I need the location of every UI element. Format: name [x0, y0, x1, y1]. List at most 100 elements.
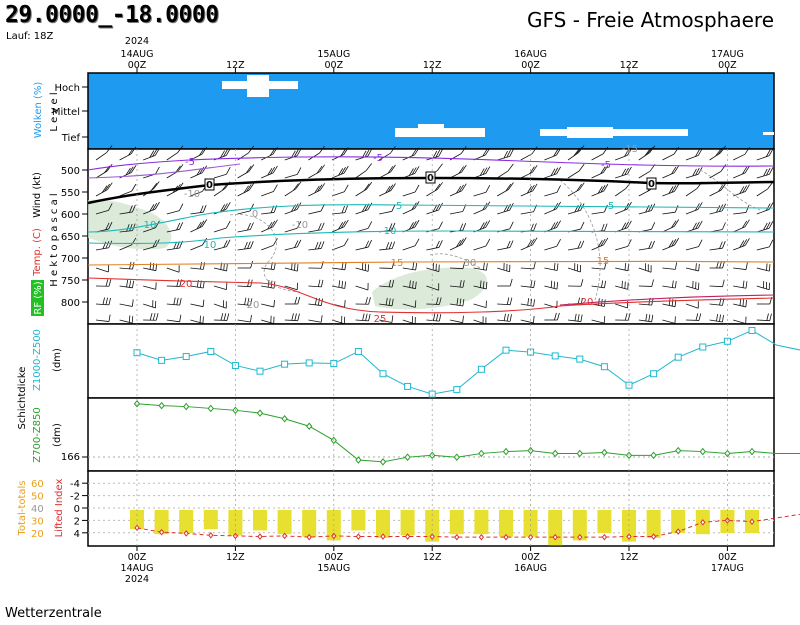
wind-barb [567, 240, 585, 251]
wind-barb [615, 239, 632, 251]
wind-barb [237, 260, 253, 269]
wind-barb [591, 146, 609, 161]
wind-barb [119, 223, 136, 233]
data-point [724, 449, 731, 458]
wind-barb [355, 262, 370, 272]
wind-barb [544, 147, 562, 161]
wind-barb [449, 237, 467, 251]
wind-barb [685, 301, 699, 309]
index-axis-ticks: -4 60 -2 50 0 40 2 30 4 20 [31, 479, 88, 540]
tt-bar [572, 510, 587, 541]
wind-barb [213, 262, 228, 272]
contour-label: 5 [608, 201, 614, 212]
wind-barb [213, 239, 231, 251]
contour-label: -15 [622, 144, 638, 155]
wind-barb [166, 222, 184, 233]
lower-series-label: Z700-Z850 [32, 407, 43, 462]
wind-barb [662, 316, 676, 324]
tt-tick-label: 50 [31, 492, 44, 503]
wind-barb [709, 314, 724, 323]
contour-label: 15 [391, 258, 404, 269]
wind-barb [190, 146, 208, 161]
wind-barb [95, 182, 113, 197]
wind-barb [426, 297, 442, 305]
tt-tick-label: 60 [31, 479, 44, 490]
wind-barb [473, 262, 488, 271]
data-point [281, 360, 289, 368]
data-point [183, 402, 190, 411]
wind-barb [733, 147, 750, 161]
wind-barb [237, 314, 252, 323]
wind-barb [379, 297, 394, 307]
wind-barb [143, 313, 159, 321]
data-point [453, 453, 460, 461]
svg-text:0: 0 [427, 173, 434, 184]
pressure-tick-label: 550 [61, 188, 80, 199]
pressure-axis: 500 550 600 650 700 750 800 [61, 166, 88, 309]
wind-barb [237, 145, 255, 161]
li-point [355, 533, 362, 540]
data-point [404, 453, 411, 461]
wind-barb [190, 219, 208, 233]
wind-barb [685, 148, 703, 161]
wind-barb [284, 313, 300, 322]
wind-barb [591, 237, 609, 251]
wind-barb [261, 184, 278, 197]
svg-text:0: 0 [206, 180, 213, 191]
wind-barb [615, 166, 632, 179]
wind-barb [284, 296, 301, 305]
wind-barb [685, 239, 703, 251]
wind-barb [143, 220, 160, 233]
wind-barb [190, 299, 205, 308]
contour-label: 30 [464, 258, 477, 269]
tt-bar [376, 510, 390, 538]
wind-barb [190, 237, 208, 251]
wind-barb [355, 181, 373, 197]
data-point [379, 370, 387, 378]
time-label-bottom: 00Z [521, 552, 540, 563]
contour-label: 25 [374, 314, 387, 325]
time-label-top: 00Z [324, 60, 343, 71]
wind-barb [237, 222, 254, 233]
wind-barb [379, 261, 395, 269]
wind-barb [379, 183, 396, 197]
wind-barb [520, 280, 536, 288]
wind-barb [331, 262, 347, 271]
time-label-top: 12Z [423, 60, 442, 71]
li-point [503, 533, 509, 541]
data-point [748, 326, 756, 334]
wind-barb [402, 184, 420, 197]
wind-barb [733, 298, 747, 308]
wind-barb [261, 238, 278, 251]
li-tick-label: -2 [70, 492, 80, 503]
wind-barb [709, 145, 727, 161]
wind-barb [284, 282, 298, 291]
wind-barb [733, 205, 750, 215]
contour-label: 5 [396, 201, 402, 212]
wind-barb [473, 238, 491, 251]
upper-unit-label: (dm) [52, 348, 63, 372]
wind-barb [402, 262, 418, 271]
wind-barb [733, 280, 748, 289]
wind-barb [95, 314, 111, 322]
wind-barb [308, 279, 324, 288]
tt-bar [277, 510, 292, 535]
wind-barb [733, 184, 750, 197]
data-point [699, 447, 706, 456]
wind-barb [261, 315, 275, 324]
cloud-level-label: L e v e l [49, 92, 60, 131]
wind-barb [237, 297, 253, 306]
wind-barb [567, 203, 585, 215]
wind-barb [497, 313, 512, 322]
wind-barb [567, 182, 585, 197]
wind-barb [709, 241, 726, 251]
svg-text:0: 0 [648, 179, 655, 190]
wind-barb [143, 300, 157, 309]
contour-label: 20 [581, 297, 594, 308]
data-point [256, 367, 264, 375]
cloud-level-label: Tief [61, 133, 81, 144]
li-point [454, 533, 460, 541]
wind-label: Wind (kt) [32, 172, 43, 218]
wind-barb [449, 298, 465, 307]
temperature-contour-labels: -5 -5 -5 -10 0 5 5 10 -10 10 10 15 15 20 -15 20 25 20 30 [144, 144, 639, 325]
